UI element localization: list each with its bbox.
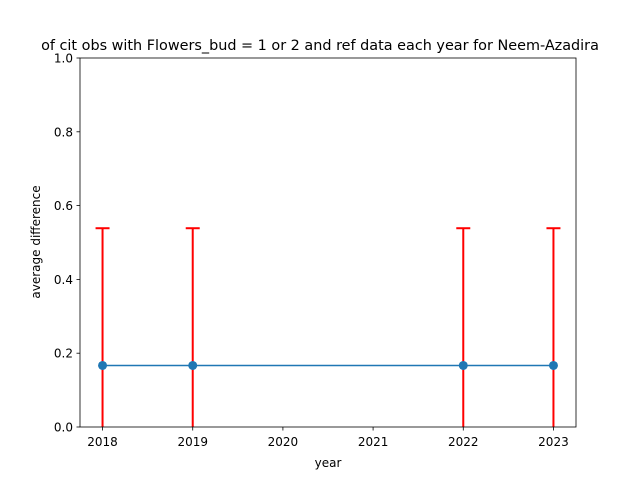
plot-area: 0.0 0.2 0.4 0.6 0.8 1.0 2018 2019 2020 2021 2022 20… xyxy=(54,52,577,449)
y-tick-label: 0.8 xyxy=(54,125,73,139)
y-tick-label: 1.0 xyxy=(54,52,73,66)
y-tick-label: 0.6 xyxy=(54,199,73,213)
chart-title: of cit obs with Flowers_bud = 1 or 2 and… xyxy=(41,38,599,54)
x-tick-label: 2020 xyxy=(268,435,299,449)
y-tick-label: 0.2 xyxy=(54,347,73,361)
y-axis-label: average difference xyxy=(29,185,43,298)
y-tick-label: 0.4 xyxy=(54,273,73,287)
x-tick-label: 2021 xyxy=(358,435,389,449)
x-tick-label: 2023 xyxy=(538,435,569,449)
data-point xyxy=(188,360,198,370)
y-tick-label: 0.0 xyxy=(54,421,73,435)
x-tick-label: 2019 xyxy=(177,435,208,449)
data-point xyxy=(458,360,468,370)
x-tick-label: 2022 xyxy=(448,435,479,449)
axes-frame xyxy=(79,57,577,428)
data-point xyxy=(98,360,108,370)
x-axis-label: year xyxy=(315,456,342,470)
data-point xyxy=(548,360,558,370)
x-tick-label: 2018 xyxy=(87,435,118,449)
